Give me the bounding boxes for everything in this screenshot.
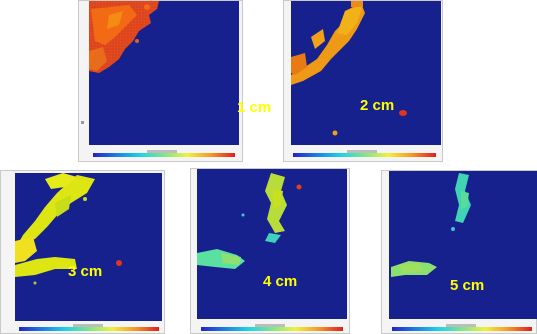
colorbar-label	[347, 150, 377, 153]
colorbar-label	[255, 324, 285, 327]
colorbar	[19, 327, 159, 331]
heatmap-2cm	[291, 1, 441, 145]
scan-blob-1cm	[89, 1, 159, 73]
panel-1cm: 1 cm	[78, 0, 271, 162]
scan-blob-2cm	[291, 1, 407, 136]
scan-blob-3cm	[15, 173, 122, 285]
heatmap-3cm	[15, 173, 162, 321]
panel-3cm: 3 cm	[0, 170, 165, 334]
depth-label: 5 cm	[450, 277, 485, 294]
heatmap-1cm	[89, 1, 239, 145]
depth-label: 4 cm	[263, 273, 298, 290]
panel-4cm: 4 cm	[190, 168, 350, 334]
colorbar-label	[73, 324, 103, 327]
colorbar	[201, 327, 343, 331]
axis-tick	[81, 121, 84, 124]
depth-label: 1 cm	[237, 99, 272, 116]
colorbar-label	[147, 150, 177, 153]
panel-5cm: 5 cm	[381, 170, 537, 334]
heatmap-4cm	[197, 169, 347, 319]
colorbar	[93, 153, 235, 157]
heatmap-5cm	[389, 171, 537, 319]
scan-blob-4cm	[197, 173, 302, 269]
scan-blob-5cm	[391, 173, 471, 277]
colorbar-label	[446, 324, 476, 327]
depth-label: 2 cm	[360, 97, 395, 114]
panel-2cm: 2 cm	[283, 0, 443, 162]
colorbar	[392, 327, 532, 331]
colorbar	[293, 153, 436, 157]
depth-label: 3 cm	[68, 263, 103, 280]
